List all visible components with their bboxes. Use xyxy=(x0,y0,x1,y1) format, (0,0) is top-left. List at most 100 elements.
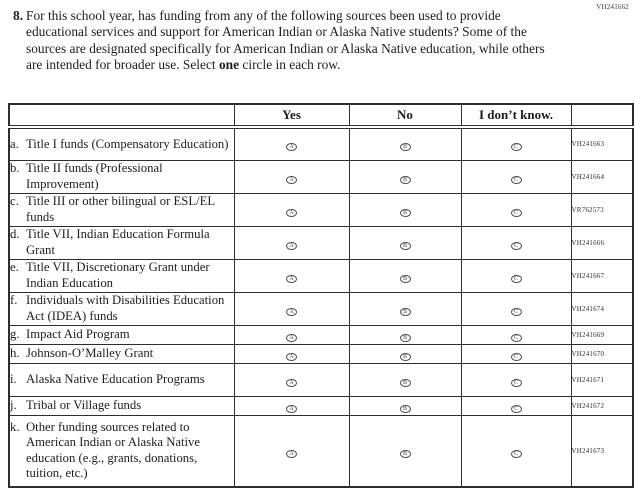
row-letter: c. xyxy=(10,194,19,209)
table-row: e. Title VII, Discretionary Grant under I… xyxy=(8,258,634,293)
answer-circle-no[interactable]: B xyxy=(399,333,411,342)
answer-circle-no[interactable]: B xyxy=(399,175,411,184)
answer-circle-dont-know[interactable]: C xyxy=(510,404,522,413)
row-label-cell: j. Tribal or Village funds xyxy=(8,395,235,416)
answer-circle-yes[interactable]: A xyxy=(286,208,297,217)
answer-cell-no: B xyxy=(348,395,462,416)
answer-circle-yes[interactable]: A xyxy=(286,352,297,361)
table-row: a. Title I funds (Compensatory Education)… xyxy=(8,126,634,161)
row-code: VH241663 xyxy=(570,126,634,161)
table-row: h. Johnson-O’Malley Grant A B C VH241670 xyxy=(8,343,634,364)
row-letter: d. xyxy=(10,227,20,242)
row-letter: a. xyxy=(10,136,19,151)
header-empty-label-cell xyxy=(8,103,235,129)
answer-circle-yes[interactable]: A xyxy=(286,143,297,152)
row-label: Title I funds (Compensatory Education) xyxy=(26,136,229,151)
circle-letter: B xyxy=(402,353,407,360)
answer-cell-no: B xyxy=(348,414,462,488)
row-label-cell: e. Title VII, Discretionary Grant under I… xyxy=(8,258,235,293)
header-dont-know: I don’t know. xyxy=(460,103,572,129)
circle-letter: C xyxy=(513,209,518,216)
table-row: b. Title II funds (Professional Improveme… xyxy=(8,159,634,194)
row-label: Individuals with Disabilities Education … xyxy=(26,293,225,323)
answer-circle-yes[interactable]: A xyxy=(286,274,297,283)
answer-circle-no[interactable]: B xyxy=(399,274,411,283)
header-yes: Yes xyxy=(233,103,350,129)
answer-circle-dont-know[interactable]: C xyxy=(510,352,522,361)
answer-circle-no[interactable]: B xyxy=(399,404,411,413)
answer-circle-yes[interactable]: A xyxy=(286,241,297,250)
answer-circle-dont-know[interactable]: C xyxy=(510,143,522,152)
answer-circle-yes[interactable]: A xyxy=(286,449,297,458)
row-letter: e. xyxy=(10,260,19,275)
table-row: f. Individuals with Disabilities Educatio… xyxy=(8,291,634,326)
circle-letter: B xyxy=(402,308,407,315)
answer-circle-yes[interactable]: A xyxy=(286,175,297,184)
answer-circle-yes[interactable]: A xyxy=(286,307,297,316)
row-label-cell: a. Title I funds (Compensatory Education) xyxy=(8,126,235,161)
row-label: Tribal or Village funds xyxy=(26,397,142,412)
row-label: Title VII, Discretionary Grant under Ind… xyxy=(26,260,210,290)
answer-cell-yes: A xyxy=(233,258,350,293)
row-label: Title II funds (Professional Improvement… xyxy=(26,161,163,191)
answer-circle-yes[interactable]: A xyxy=(286,333,297,342)
answer-circle-yes[interactable]: A xyxy=(286,404,297,413)
answer-circle-dont-know[interactable]: C xyxy=(510,333,522,342)
answer-circle-no[interactable]: B xyxy=(399,143,411,152)
answer-circle-dont-know[interactable]: C xyxy=(510,208,522,217)
row-label: Title III or other bilingual or ESL/EL f… xyxy=(26,194,215,224)
circle-letter: A xyxy=(289,353,294,360)
answer-cell-no: B xyxy=(348,362,462,397)
circle-letter: C xyxy=(513,353,518,360)
answer-circle-dont-know[interactable]: C xyxy=(510,378,522,387)
answer-cell-no: B xyxy=(348,291,462,326)
circle-letter: A xyxy=(289,405,294,412)
answer-cell-yes: A xyxy=(233,395,350,416)
row-code: VH241670 xyxy=(570,343,634,364)
row-code: VR762573 xyxy=(570,192,634,227)
circle-letter: B xyxy=(402,334,407,341)
row-code: VH241674 xyxy=(570,291,634,326)
header-no: No xyxy=(348,103,462,129)
circle-letter: B xyxy=(402,450,407,457)
answer-circle-no[interactable]: B xyxy=(399,241,411,250)
page-code: VH241662 xyxy=(596,3,629,11)
answer-cell-no: B xyxy=(348,126,462,161)
circle-letter: B xyxy=(402,379,407,386)
circle-letter: A xyxy=(289,450,294,457)
circle-letter: B xyxy=(402,242,407,249)
row-code: VH241666 xyxy=(570,225,634,260)
circle-letter: C xyxy=(513,334,518,341)
answer-cell-yes: A xyxy=(233,362,350,397)
circle-letter: A xyxy=(289,334,294,341)
row-code: VH241672 xyxy=(570,395,634,416)
answer-circle-no[interactable]: B xyxy=(399,208,411,217)
answer-cell-dont-know: C xyxy=(460,414,572,488)
answer-cell-dont-know: C xyxy=(460,159,572,194)
row-label-cell: g. Impact Aid Program xyxy=(8,324,235,345)
circle-letter: B xyxy=(402,144,407,151)
circle-letter: C xyxy=(513,242,518,249)
row-letter: f. xyxy=(10,293,18,308)
answer-circle-dont-know[interactable]: C xyxy=(510,274,522,283)
table-row: j. Tribal or Village funds A B C VH241672 xyxy=(8,395,634,416)
table-row: i. Alaska Native Education Programs A B C VH2… xyxy=(8,362,634,397)
answer-circle-dont-know[interactable]: C xyxy=(510,241,522,250)
answer-circle-yes[interactable]: A xyxy=(286,378,297,387)
circle-letter: A xyxy=(289,308,294,315)
funding-sources-table: Yes No I don’t know. a. Title I funds (Co… xyxy=(8,103,634,488)
answer-circle-dont-know[interactable]: C xyxy=(510,175,522,184)
answer-circle-dont-know[interactable]: C xyxy=(510,307,522,316)
answer-circle-dont-know[interactable]: C xyxy=(510,449,522,458)
circle-letter: C xyxy=(513,275,518,282)
answer-circle-no[interactable]: B xyxy=(399,307,411,316)
answer-circle-no[interactable]: B xyxy=(399,449,411,458)
question-number: 8. xyxy=(13,8,24,23)
circle-letter: B xyxy=(402,405,407,412)
answer-cell-no: B xyxy=(348,343,462,364)
circle-letter: A xyxy=(289,275,294,282)
answer-circle-no[interactable]: B xyxy=(399,352,411,361)
row-label-cell: b. Title II funds (Professional Improveme… xyxy=(8,159,235,194)
answer-circle-no[interactable]: B xyxy=(399,378,411,387)
row-label: Other funding sources related to America… xyxy=(26,420,201,481)
